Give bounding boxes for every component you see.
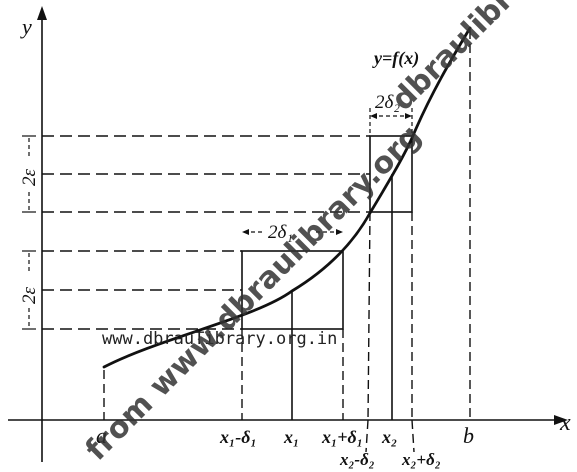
extension-x2-minus [367,211,371,421]
tick-x1-minus-delta1: x₁-δ₁ [219,427,257,447]
x-axis-label: x [559,410,571,436]
delta1-arrowheads [242,229,343,235]
axes [8,14,560,462]
x-axis-arrowhead [554,415,568,425]
y-axis-label: y [20,14,32,39]
tick-x2: x₂ [381,427,397,447]
guide-x2-minus-extension [365,419,369,453]
epsilon-label-upper: 2ε [19,169,40,187]
tick-x2-minus-delta2: x₂-δ₂ [339,450,375,469]
horizontal-guides [42,135,370,330]
watermark-diagonal-mid: from www.dbraulibrary.org [79,118,428,467]
axis-arrowheads [37,6,568,425]
epsilon-bracket-upper [22,135,36,213]
epsilon-bracket-lower [22,250,36,330]
delta1-label: 2δ₁ [268,222,293,243]
guide-x2-plus-extension [411,419,415,453]
tick-a: a [96,423,107,448]
y-axis-arrowhead [37,6,47,20]
x-tick-labels: a x₁-δ₁ x₁ x₁+δ₁ x₂ b x₂-δ₂ x₂+δ₂ [96,423,474,469]
rectangle-x2 [369,135,413,213]
tick-x1: x₁ [283,427,299,447]
tick-x2-plus-delta2: x₂+δ₂ [401,450,441,469]
delta2-marker [369,108,413,136]
vertical-guides [103,30,471,453]
epsilon-label-lower: 2ε [19,287,40,305]
tick-b: b [463,423,474,448]
watermark-inline: www.dbrauTibrary.org.in [102,329,337,349]
delta2-arrowheads [370,113,412,119]
function-curve [102,26,472,369]
curve-label: y=f(x) [372,48,419,69]
delta2-label: 2δ₂ [375,92,400,113]
tick-x1-plus-delta1: x₁+δ₁ [321,427,363,447]
point-verticals [291,174,393,420]
rectangle-extensions [241,211,413,421]
